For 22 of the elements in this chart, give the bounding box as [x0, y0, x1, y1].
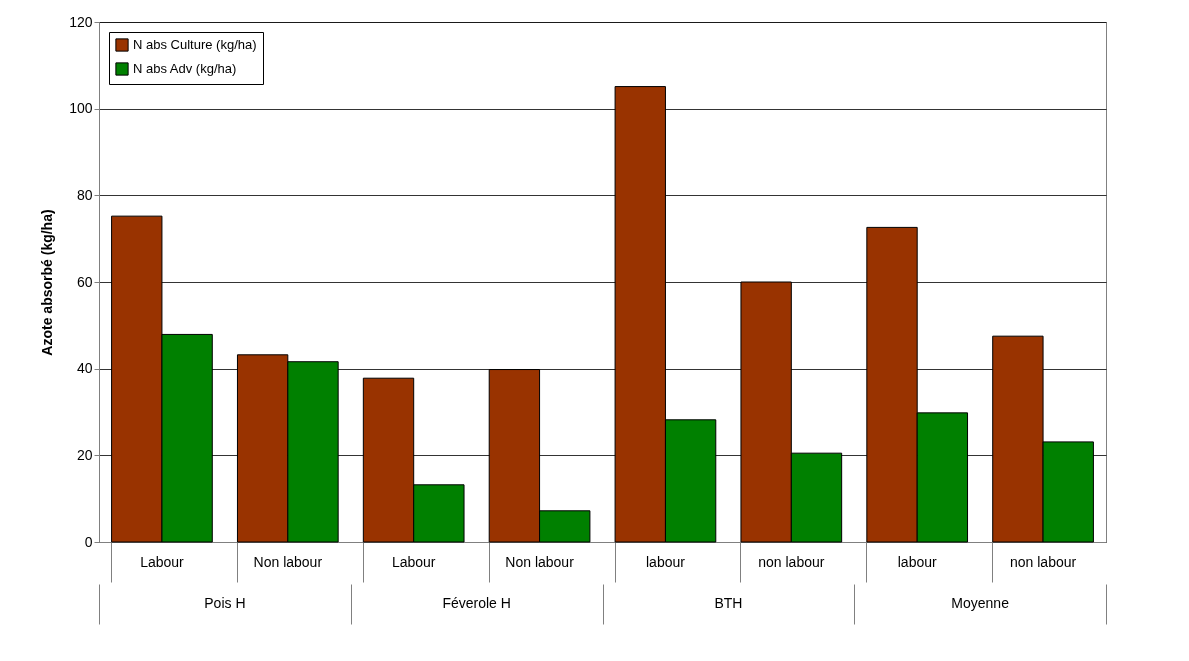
text: Pois H	[204, 595, 246, 611]
x-tick-label: Labour	[391, 553, 436, 570]
x-tick-label: Non labour	[505, 553, 575, 570]
x-tick-label: Labour	[140, 553, 185, 570]
y-tick-label: 80	[76, 186, 93, 203]
y-tick-label: 0	[84, 533, 93, 550]
x-tick-label: non labour	[1009, 553, 1077, 570]
y-tick-label: 120	[69, 13, 93, 30]
y-tick-label: 20	[76, 446, 93, 463]
text: BTH	[714, 595, 743, 611]
x-tick-label: labour	[645, 553, 686, 570]
x-tick-label: non labour	[758, 553, 825, 570]
legend-label: N abs Culture (kg/ha)	[133, 37, 257, 52]
legend-label: N abs Adv (kg/ha)	[133, 61, 237, 76]
text: Moyenne	[951, 595, 1010, 611]
y-tick-label: 40	[76, 360, 93, 377]
x-tick-label: Non labour	[253, 553, 323, 570]
x-tick-label: labour	[897, 553, 937, 570]
y-axis-title: Azote absorbé (kg/ha)	[39, 209, 56, 356]
y-tick-label: 60	[76, 273, 93, 290]
text: Féverole H	[442, 595, 511, 611]
y-tick-label: 100	[69, 100, 93, 117]
